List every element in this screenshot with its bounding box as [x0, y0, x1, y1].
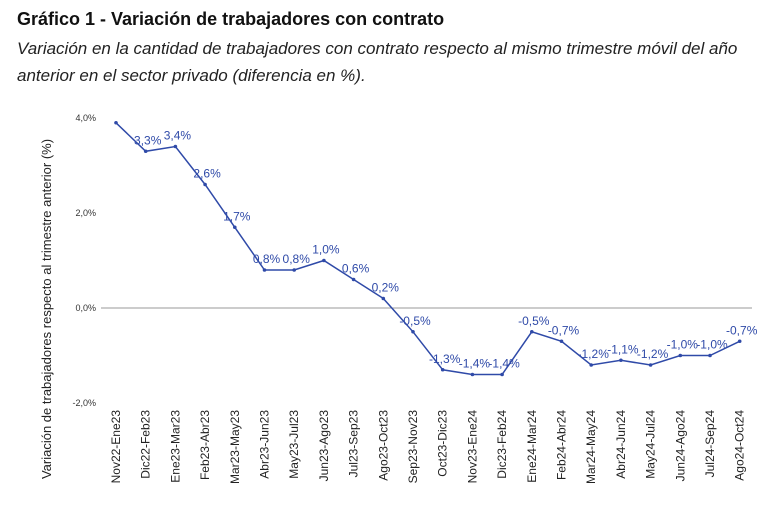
data-point	[292, 268, 297, 272]
x-tick-label: Sep23-Nov23	[406, 410, 420, 484]
x-tick-label: Ago23-Oct23	[376, 410, 390, 481]
x-tick-label: Ago24-Oct24	[733, 410, 747, 481]
data-label: 1,0%	[312, 243, 340, 257]
x-tick-label: Dic22-Feb23	[139, 410, 153, 479]
data-point	[351, 277, 356, 282]
data-point	[559, 339, 564, 344]
data-point	[500, 372, 504, 377]
data-label: -1,4%	[488, 357, 520, 371]
data-point	[708, 353, 712, 358]
y-tick-label: 2,0%	[75, 208, 96, 218]
data-label: 1,7%	[223, 209, 251, 223]
data-label: 0,2%	[372, 281, 400, 295]
data-point	[322, 258, 326, 263]
data-label: -1,2%	[578, 347, 610, 361]
x-tick-label: Oct23-Dic23	[436, 410, 450, 477]
data-label: -1,0%	[667, 338, 699, 352]
data-label: -1,3%	[429, 352, 461, 366]
x-tick-label: Dic23-Feb24	[495, 410, 509, 479]
x-tick-label: Nov23-Ene24	[465, 410, 479, 484]
data-point	[262, 268, 267, 272]
data-point	[737, 339, 742, 344]
y-axis-label: Variación de trabajadores respecto al tr…	[39, 139, 54, 479]
data-point	[203, 182, 207, 187]
x-tick-label: May23-Jul23	[287, 410, 301, 479]
data-label: 3,4%	[164, 129, 192, 143]
chart-subtitle: Variación en la cantidad de trabajadores…	[17, 39, 738, 85]
x-tick-label: Mar23-May23	[228, 410, 242, 484]
series-line	[115, 122, 741, 376]
data-label: 0,8%	[253, 252, 281, 266]
data-point	[530, 329, 534, 334]
x-tick-label: Jun23-Ago23	[317, 410, 331, 482]
data-label: -0,5%	[399, 314, 431, 328]
data-label: 3,3%	[134, 133, 162, 147]
data-point	[678, 353, 683, 358]
y-tick-label: -2,0%	[72, 398, 96, 408]
data-point	[440, 367, 445, 372]
x-tick-label: Abr24-Jun24	[614, 410, 628, 479]
x-tick-label: Mar24-May24	[584, 410, 598, 484]
y-tick-label: 4,0%	[75, 113, 96, 123]
data-label: 0,8%	[283, 252, 311, 266]
x-tick-label: Jul23-Sep23	[347, 410, 361, 478]
x-tick-label: May24-Jul24	[644, 410, 658, 479]
data-point	[589, 363, 593, 367]
x-tick-label: Feb24-Abr24	[555, 410, 569, 480]
data-label: -0,7%	[548, 323, 580, 337]
data-point	[648, 363, 653, 367]
x-tick-label: Ene24-Mar24	[525, 410, 539, 483]
x-tick-label: Ene23-Mar23	[168, 410, 182, 483]
data-label: -1,1%	[607, 342, 639, 356]
data-label: -0,5%	[518, 314, 550, 328]
data-label: 2,6%	[193, 167, 221, 181]
data-point	[173, 144, 178, 149]
data-label: -1,2%	[637, 347, 669, 361]
x-tick-label: Feb23-Abr23	[198, 410, 212, 480]
x-tick-label: Jul24-Sep24	[703, 410, 717, 478]
data-label: -0,7%	[726, 323, 758, 337]
x-tick-label: Nov22-Ene23	[109, 410, 123, 484]
data-point	[143, 149, 148, 154]
data-label: 0,6%	[342, 262, 370, 276]
data-point	[381, 296, 386, 301]
x-tick-label: Jun24-Ago24	[673, 410, 687, 482]
data-point	[619, 358, 623, 363]
x-tick-label: Abr23-Jun23	[258, 410, 272, 479]
y-tick-label: 0,0%	[75, 303, 96, 313]
data-point	[411, 329, 415, 334]
chart-title: Gráfico 1 - Variación de trabajadores co…	[17, 9, 445, 29]
data-label: -1,0%	[696, 338, 728, 352]
data-point	[233, 225, 237, 230]
data-point	[114, 120, 118, 125]
data-label: -1,4%	[459, 357, 491, 371]
data-point	[470, 372, 475, 377]
